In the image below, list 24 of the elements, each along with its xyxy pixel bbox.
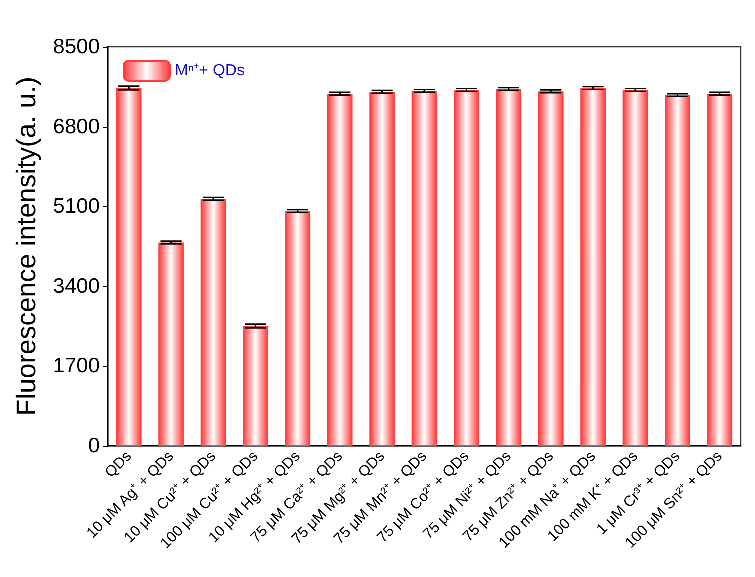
y-tick-label: 1700 (53, 354, 100, 378)
bar (370, 92, 395, 446)
bar (496, 89, 522, 446)
y-tick-label: 8500 (53, 36, 100, 58)
bar (707, 94, 733, 446)
bar (454, 90, 480, 446)
bar (158, 242, 184, 446)
y-tick-label: 5100 (53, 195, 100, 218)
bar (665, 95, 690, 446)
bar (327, 94, 353, 446)
y-tick-label: 6800 (53, 115, 100, 138)
y-tick-label: 3400 (53, 274, 100, 298)
x-tick-label: QDs (102, 448, 136, 482)
bar (116, 88, 142, 446)
bar (285, 211, 311, 446)
y-axis-title: Fluorescence intensity(a. u.) (12, 76, 42, 416)
bar (200, 199, 226, 446)
bar (243, 326, 268, 446)
bar (412, 91, 438, 446)
legend-label: Mⁿ⁺+ QDs (175, 62, 245, 80)
bar (538, 92, 564, 446)
bar (580, 88, 606, 446)
bar (622, 90, 648, 446)
y-tick-label: 0 (88, 434, 100, 458)
